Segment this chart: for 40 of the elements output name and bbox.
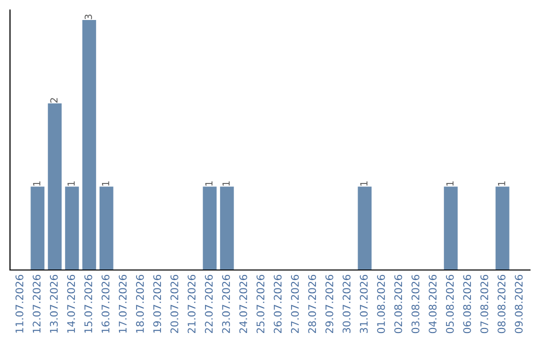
x-tick-label: 14.07.2026 [67,274,76,333]
x-tick-label: 21.07.2026 [188,274,196,334]
x-tick-label: 25.07.2026 [256,274,264,334]
x-tick-label: 28.07.2026 [308,274,316,334]
x-tick-label: 03.08.2026 [412,274,420,334]
data-label: 1 [33,181,40,186]
data-label: 1 [205,181,212,186]
x-tick-label: 06.08.2026 [463,274,472,334]
x-tick-label: 20.07.2026 [170,274,178,334]
x-tick-label: 13.07.2026 [50,274,58,333]
x-tick-label: 30.07.2026 [342,274,351,334]
data-label: 1 [222,181,230,186]
x-tick-label: 04.08.2026 [428,274,437,334]
data-label: 2 [50,98,58,103]
x-tick-label: 27.07.2026 [290,274,299,334]
x-tick-label: 26.07.2026 [274,274,282,334]
x-tick-label: 09.08.2026 [514,274,523,334]
x-tick-label: 05.08.2026 [446,274,454,334]
x-tick-label: 11.07.2026 [15,274,24,333]
x-tick-label: 02.08.2026 [394,274,402,334]
data-label: 3 [84,14,92,20]
x-tick-label: 22.07.2026 [204,274,213,334]
x-tick-label: 23.07.2026 [222,274,230,334]
x-tick-label: 17.07.2026 [118,274,127,333]
x-tick-label: 16.07.2026 [102,274,110,333]
x-tick-label: 29.07.2026 [325,274,334,334]
x-tick-label: 15.07.2026 [84,274,92,333]
data-label: 1 [102,181,110,186]
x-tick-label: 24.07.2026 [239,274,248,334]
data-label: 1 [360,181,368,186]
data-label: 1 [498,181,506,186]
x-tick-label: 31.07.2026 [360,274,368,334]
data-label: 1 [446,181,454,186]
x-tick-label: 19.07.2026 [153,274,162,333]
x-tick-label: 08.08.2026 [498,274,506,334]
data-label: 1 [68,181,75,186]
x-tick-label: 12.07.2026 [32,274,41,333]
x-tick-label: 07.08.2026 [480,274,488,334]
x-tick-label: 18.07.2026 [136,274,144,333]
x-tick-label: 01.08.2026 [377,274,385,334]
